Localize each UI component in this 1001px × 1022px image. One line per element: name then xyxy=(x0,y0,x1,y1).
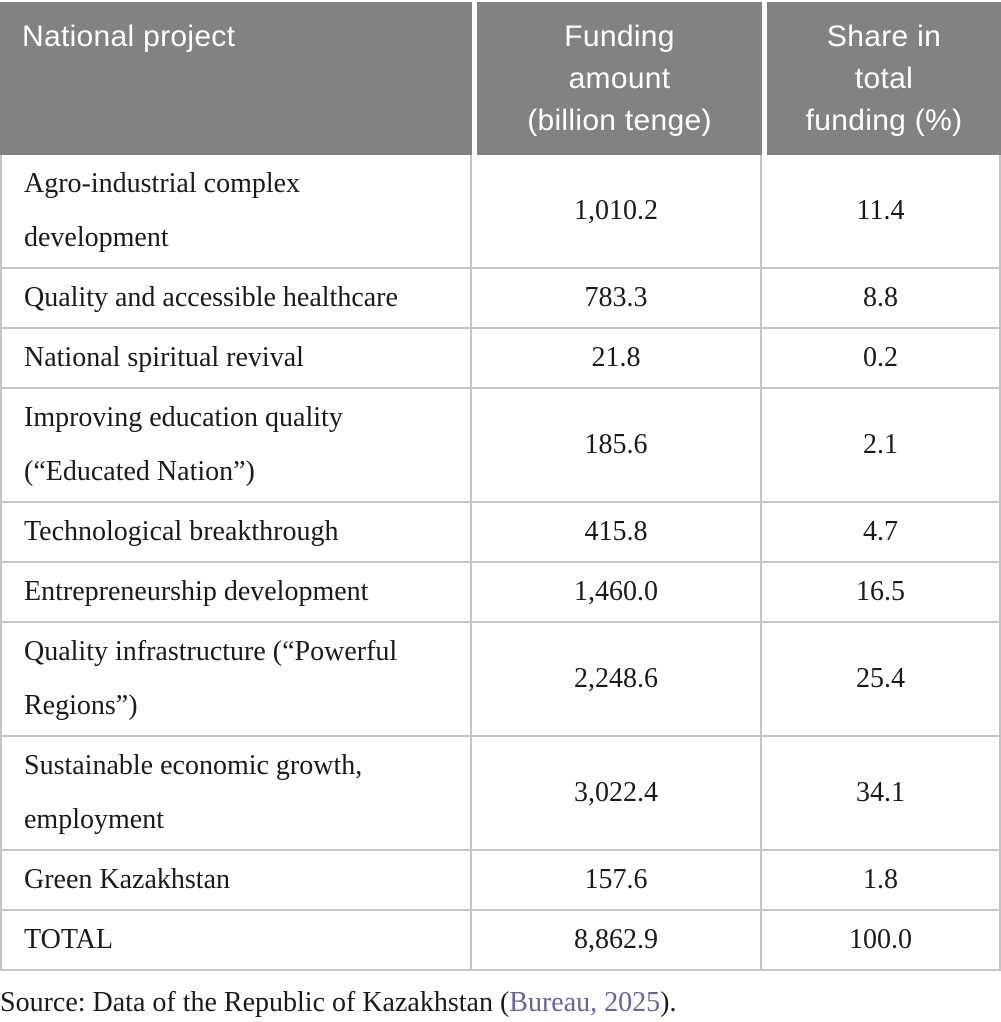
cell-share: 16.5 xyxy=(762,563,1001,623)
cell-project-name: TOTAL xyxy=(0,911,472,971)
table-row: Quality infrastructure (“Powerful Region… xyxy=(0,623,1001,737)
table-row: National spiritual revival 21.8 0.2 xyxy=(0,329,1001,389)
table-row: Green Kazakhstan 157.6 1.8 xyxy=(0,851,1001,911)
cell-funding-amount: 1,460.0 xyxy=(472,563,762,623)
cell-funding-amount: 185.6 xyxy=(472,389,762,503)
column-header-label: National project xyxy=(22,20,236,53)
source-note: Source: Data of the Republic of Kazakhst… xyxy=(0,985,1001,1021)
cell-funding-amount: 2,248.6 xyxy=(472,623,762,737)
cell-project-name: Sustainable economic growth, employment xyxy=(0,737,472,851)
column-header-national-project: National project xyxy=(0,2,472,155)
table-row-total: TOTAL 8,862.9 100.0 xyxy=(0,911,1001,971)
column-header-label: Share in total funding (%) xyxy=(805,20,963,137)
table-row: Entrepreneurship development 1,460.0 16.… xyxy=(0,563,1001,623)
cell-project-name: Entrepreneurship development xyxy=(0,563,472,623)
cell-share: 8.8 xyxy=(762,269,1001,329)
source-text-suffix: ). xyxy=(660,987,677,1018)
cell-funding-amount: 783.3 xyxy=(472,269,762,329)
cell-share: 4.7 xyxy=(762,503,1001,563)
cell-project-name: Quality and accessible healthcare xyxy=(0,269,472,329)
citation-link[interactable]: Bureau, 2025 xyxy=(509,987,661,1018)
cell-share: 25.4 xyxy=(762,623,1001,737)
national-projects-funding-table: National project Funding amount (billion… xyxy=(0,2,1001,971)
cell-project-name: Agro-industrial complex development xyxy=(0,155,472,269)
header-row: National project Funding amount (billion… xyxy=(0,2,1001,155)
cell-funding-amount: 1,010.2 xyxy=(472,155,762,269)
cell-share: 1.8 xyxy=(762,851,1001,911)
cell-project-name: National spiritual revival xyxy=(0,329,472,389)
cell-funding-amount: 157.6 xyxy=(472,851,762,911)
table-row: Improving education quality (“Educated N… xyxy=(0,389,1001,503)
table-row: Technological breakthrough 415.8 4.7 xyxy=(0,503,1001,563)
cell-project-name: Quality infrastructure (“Powerful Region… xyxy=(0,623,472,737)
column-header-funding-amount: Funding amount (billion tenge) xyxy=(472,2,762,155)
cell-share: 2.1 xyxy=(762,389,1001,503)
cell-project-name: Green Kazakhstan xyxy=(0,851,472,911)
cell-funding-amount: 415.8 xyxy=(472,503,762,563)
cell-funding-amount: 8,862.9 xyxy=(472,911,762,971)
cell-share: 34.1 xyxy=(762,737,1001,851)
cell-share: 0.2 xyxy=(762,329,1001,389)
cell-share: 11.4 xyxy=(762,155,1001,269)
column-header-label: Funding amount (billion tenge) xyxy=(527,20,712,137)
cell-project-name: Technological breakthrough xyxy=(0,503,472,563)
table-row: Quality and accessible healthcare 783.3 … xyxy=(0,269,1001,329)
cell-share: 100.0 xyxy=(762,911,1001,971)
table-row: Agro-industrial complex development 1,01… xyxy=(0,155,1001,269)
cell-funding-amount: 3,022.4 xyxy=(472,737,762,851)
table-row: Sustainable economic growth, employment … xyxy=(0,737,1001,851)
source-text-prefix: Source: Data of the Republic of Kazakhst… xyxy=(0,987,510,1018)
column-header-share-total-funding: Share in total funding (%) xyxy=(762,2,1001,155)
cell-project-name: Improving education quality (“Educated N… xyxy=(0,389,472,503)
cell-funding-amount: 21.8 xyxy=(472,329,762,389)
